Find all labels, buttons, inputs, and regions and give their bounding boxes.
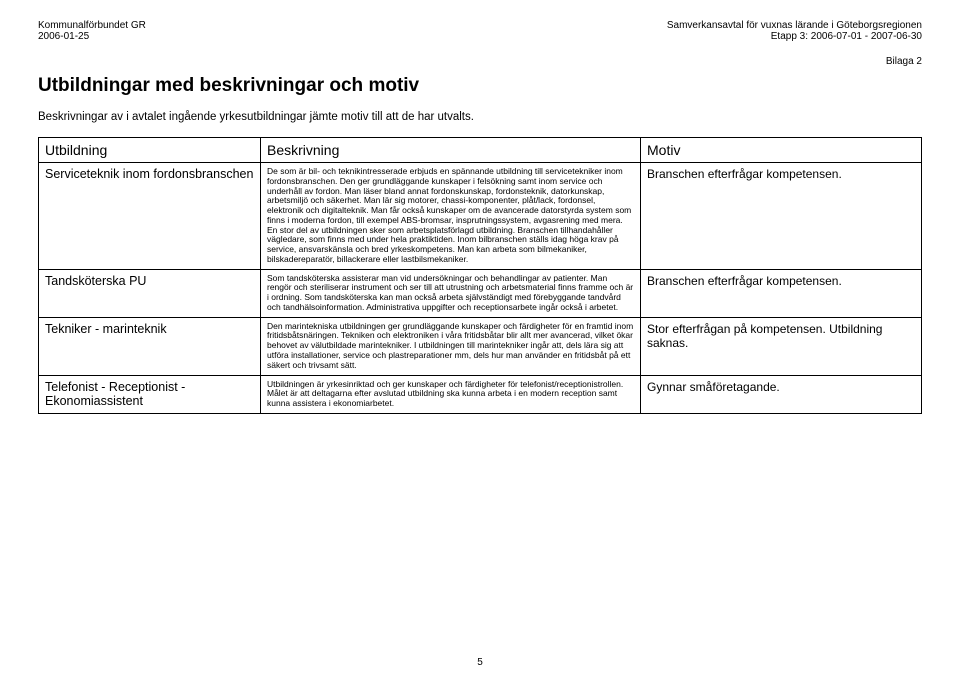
cell-motiv: Branschen efterfrågar kompetensen. (641, 269, 922, 317)
cell-beskrivning: Som tandsköterska assisterar man vid und… (261, 269, 641, 317)
page-root: Kommunalförbundet GR 2006-01-25 Samverka… (0, 0, 960, 674)
page-header: Kommunalförbundet GR 2006-01-25 Samverka… (38, 20, 922, 42)
cell-beskrivning: Den marintekniska utbildningen ger grund… (261, 317, 641, 375)
cell-utbildning: Serviceteknik inom fordonsbranschen (39, 163, 261, 270)
cell-motiv: Gynnar småföretagande. (641, 375, 922, 413)
header-right-line1: Samverkansavtal för vuxnas lärande i Göt… (667, 20, 922, 31)
cell-utbildning: Tekniker - marinteknik (39, 317, 261, 375)
cell-beskrivning: Utbildningen är yrkesinriktad och ger ku… (261, 375, 641, 413)
table-row: Telefonist - Receptionist - Ekonomiassis… (39, 375, 922, 413)
education-table: Utbildning Beskrivning Motiv Servicetekn… (38, 137, 922, 414)
header-left: Kommunalförbundet GR 2006-01-25 (38, 20, 146, 42)
table-head: Utbildning Beskrivning Motiv (39, 138, 922, 163)
col-header-motiv: Motiv (641, 138, 922, 163)
attachment-label: Bilaga 2 (38, 56, 922, 67)
table-row: Tandsköterska PU Som tandsköterska assis… (39, 269, 922, 317)
page-number: 5 (0, 657, 960, 668)
header-left-line1: Kommunalförbundet GR (38, 20, 146, 31)
page-title: Utbildningar med beskrivningar och motiv (38, 75, 922, 97)
col-header-utbildning: Utbildning (39, 138, 261, 163)
cell-utbildning: Telefonist - Receptionist - Ekonomiassis… (39, 375, 261, 413)
header-right-line2: Etapp 3: 2006-07-01 - 2007-06-30 (667, 31, 922, 42)
page-subtitle: Beskrivningar av i avtalet ingående yrke… (38, 111, 922, 123)
cell-beskrivning: De som är bil- och teknikintresserade er… (261, 163, 641, 270)
cell-utbildning: Tandsköterska PU (39, 269, 261, 317)
cell-motiv: Branschen efterfrågar kompetensen. (641, 163, 922, 270)
table-body: Serviceteknik inom fordonsbranschen De s… (39, 163, 922, 414)
cell-motiv: Stor efterfrågan på kompetensen. Utbildn… (641, 317, 922, 375)
table-row: Tekniker - marinteknik Den marintekniska… (39, 317, 922, 375)
header-left-line2: 2006-01-25 (38, 31, 146, 42)
table-header-row: Utbildning Beskrivning Motiv (39, 138, 922, 163)
col-header-beskrivning: Beskrivning (261, 138, 641, 163)
header-right: Samverkansavtal för vuxnas lärande i Göt… (667, 20, 922, 42)
table-row: Serviceteknik inom fordonsbranschen De s… (39, 163, 922, 270)
